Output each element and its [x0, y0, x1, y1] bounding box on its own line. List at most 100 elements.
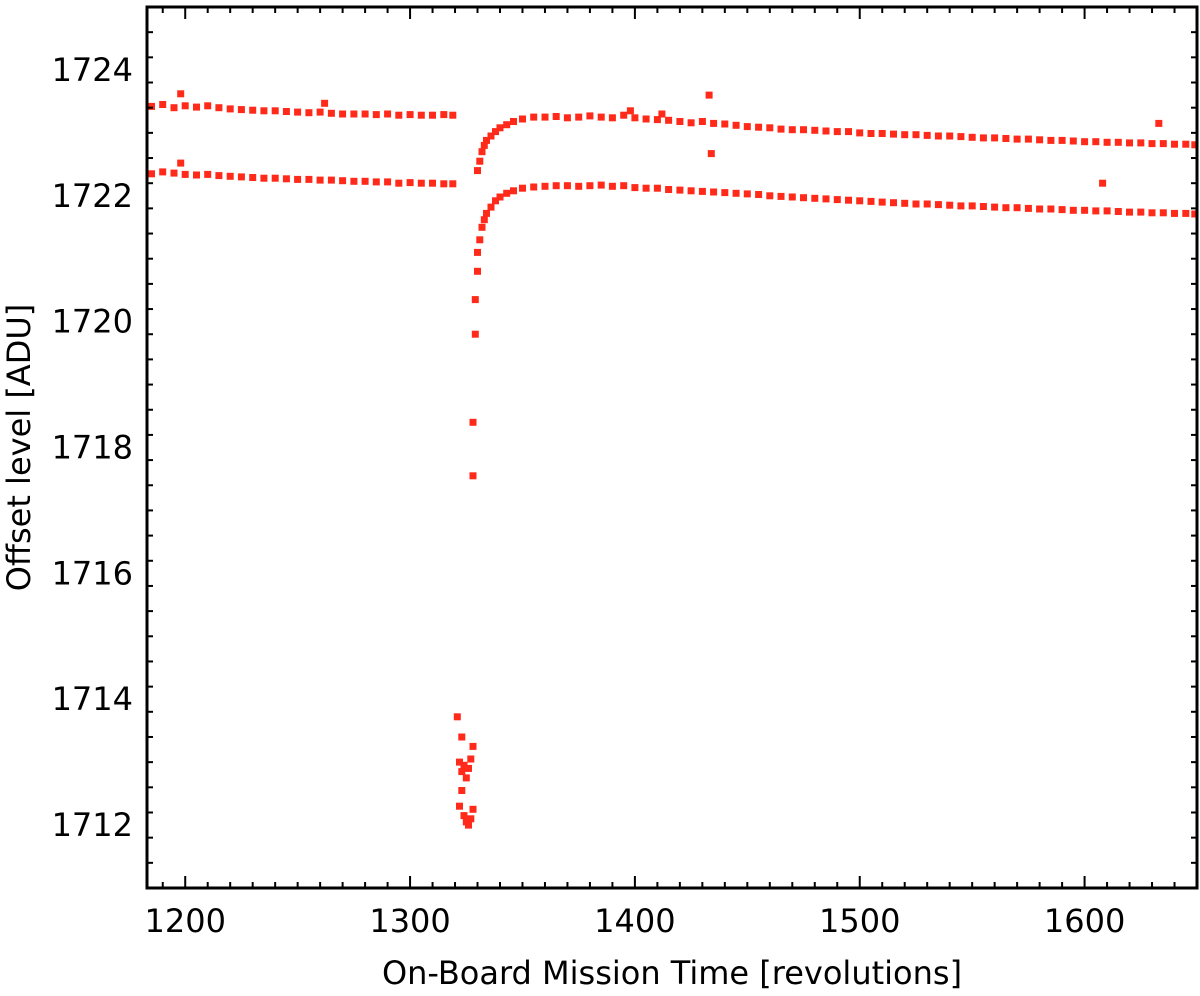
data-point	[469, 742, 477, 750]
data-point	[1013, 204, 1021, 212]
data-point	[755, 123, 763, 131]
data-point	[934, 132, 942, 140]
data-point	[631, 184, 639, 192]
data-point	[453, 713, 461, 721]
data-point	[249, 174, 257, 181]
data-point	[460, 812, 468, 820]
data-point	[471, 296, 479, 304]
data-point	[800, 194, 807, 202]
data-point	[478, 223, 486, 231]
x-tick-label: 1200	[145, 902, 226, 940]
data-point	[440, 180, 448, 188]
data-point	[384, 178, 392, 186]
data-point	[476, 236, 484, 244]
data-point	[483, 136, 490, 144]
data-point	[642, 115, 650, 123]
data-point	[901, 199, 909, 207]
data-point	[912, 131, 920, 139]
data-point	[271, 107, 279, 115]
data-point	[968, 133, 976, 141]
data-point	[1171, 140, 1178, 148]
data-point	[519, 115, 526, 123]
data-point	[1137, 208, 1145, 216]
data-point	[469, 805, 477, 813]
data-point	[665, 116, 673, 124]
data-point	[1058, 136, 1066, 144]
data-point	[1182, 209, 1190, 217]
data-point	[271, 174, 279, 182]
data-point	[1047, 136, 1055, 144]
data-point	[766, 192, 774, 200]
data-point	[204, 170, 212, 178]
data-point	[597, 113, 605, 121]
data-point	[215, 104, 223, 112]
data-point	[1047, 205, 1055, 213]
data-point	[1081, 206, 1089, 214]
data-point	[1024, 204, 1032, 212]
plot-frame	[145, 5, 1199, 890]
data-point	[687, 119, 695, 127]
data-point	[991, 203, 999, 211]
data-point	[1069, 206, 1077, 214]
data-point	[305, 175, 313, 183]
data-point	[181, 170, 189, 178]
data-point	[822, 195, 830, 203]
data-point	[777, 192, 785, 200]
data-point	[294, 108, 302, 116]
data-point	[665, 186, 673, 193]
data-point	[552, 113, 560, 120]
data-point	[496, 193, 504, 201]
data-point	[487, 132, 495, 140]
data-point	[1182, 140, 1190, 148]
data-point	[811, 194, 819, 202]
data-point	[384, 110, 392, 118]
data-point	[467, 755, 475, 763]
data-point	[563, 114, 571, 122]
data-point	[193, 103, 200, 111]
data-point	[743, 123, 751, 131]
data-point	[575, 113, 583, 121]
data-point	[327, 109, 335, 117]
data-point	[305, 109, 313, 117]
data-point	[237, 106, 245, 114]
data-point	[465, 821, 472, 829]
data-point	[226, 105, 234, 113]
data-point	[260, 107, 268, 115]
data-point	[469, 418, 477, 426]
data-point	[474, 248, 481, 256]
data-point	[467, 815, 475, 823]
data-point	[676, 186, 684, 194]
data-point	[350, 177, 358, 185]
data-point	[788, 193, 796, 201]
data-point	[429, 111, 436, 119]
data-point	[465, 764, 472, 772]
data-point	[170, 104, 178, 112]
data-point	[833, 196, 841, 204]
data-point	[406, 111, 414, 119]
data-point	[177, 90, 185, 98]
data-point	[170, 169, 178, 177]
data-point	[979, 203, 987, 210]
data-point	[181, 102, 189, 110]
data-point	[471, 330, 479, 338]
data-point	[496, 124, 504, 132]
data-point	[458, 787, 466, 794]
data-point	[1126, 139, 1133, 147]
data-point	[777, 125, 785, 133]
data-point	[474, 267, 481, 275]
data-point	[361, 177, 369, 185]
data-point	[811, 126, 819, 134]
data-point	[642, 184, 650, 192]
data-point	[449, 180, 457, 188]
data-point	[705, 91, 713, 99]
data-point	[541, 182, 549, 190]
data-point	[237, 173, 245, 181]
data-point	[698, 187, 706, 195]
data-point	[159, 101, 167, 108]
x-tick-label: 1300	[369, 902, 450, 940]
y-tick-label: 1720	[52, 303, 133, 341]
data-point	[597, 181, 605, 189]
data-point	[1191, 141, 1199, 149]
data-point	[552, 182, 560, 190]
data-point	[339, 177, 347, 185]
